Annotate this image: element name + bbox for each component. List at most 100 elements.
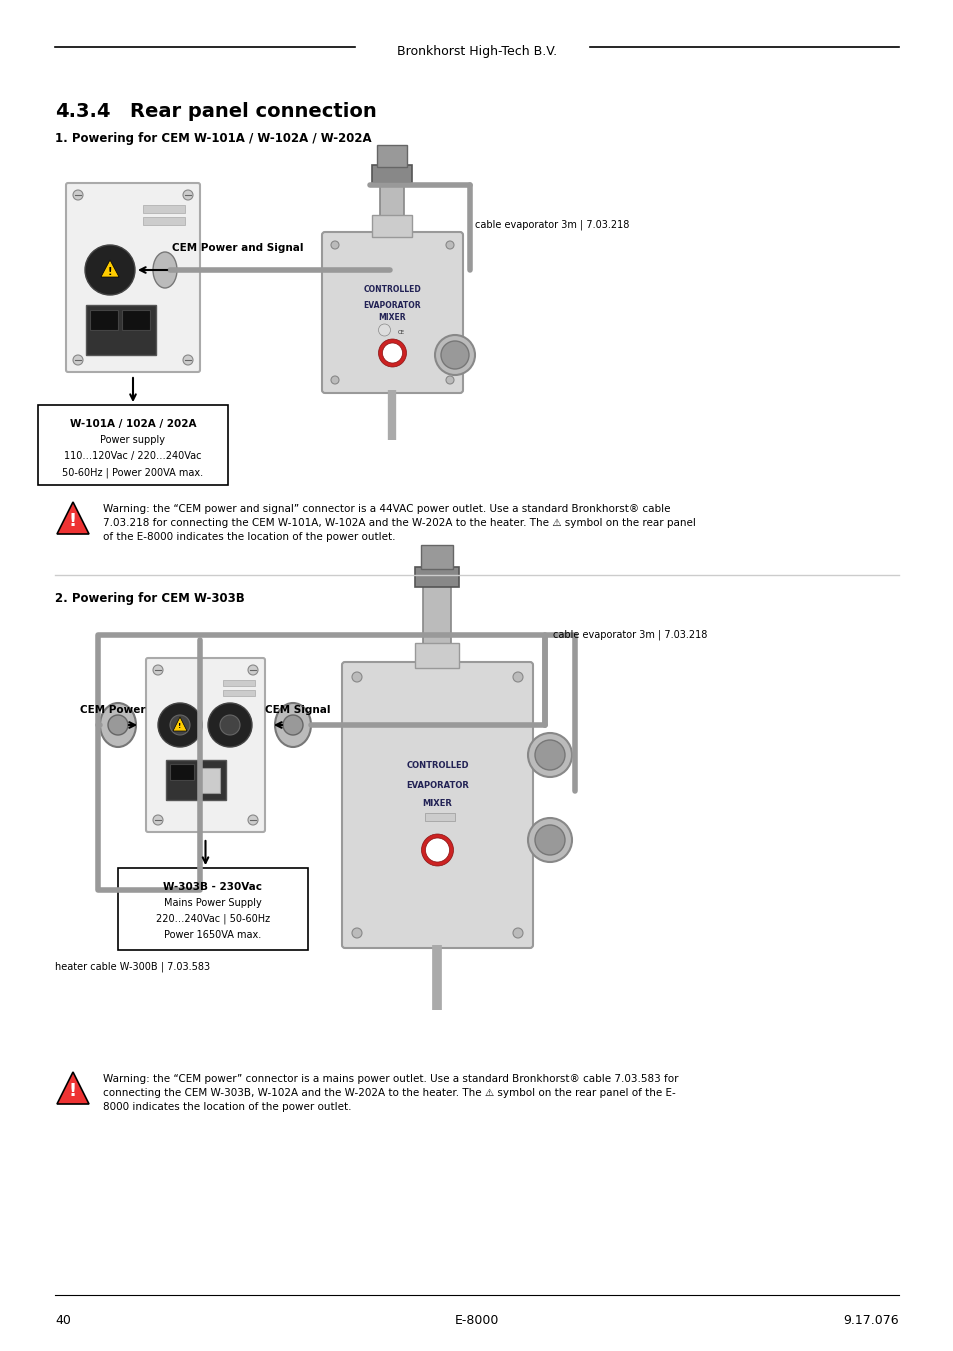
Circle shape [513,671,522,682]
Text: cable evaporator 3m | 7.03.218: cable evaporator 3m | 7.03.218 [475,220,629,231]
Circle shape [527,734,572,777]
Circle shape [352,928,361,938]
Bar [166,761,226,800]
Bar [416,643,459,667]
Circle shape [425,838,449,862]
Text: EVAPORATOR: EVAPORATOR [406,781,469,789]
Ellipse shape [100,703,136,747]
Text: of the E-8000 indicates the location of the power outlet.: of the E-8000 indicates the location of … [103,532,395,542]
Circle shape [440,340,469,369]
Text: Mains Power Supply: Mains Power Supply [164,898,262,908]
Text: heater cable W-300B | 7.03.583: heater cable W-300B | 7.03.583 [55,962,210,973]
Bar [416,567,459,586]
Circle shape [73,355,83,365]
Polygon shape [101,259,119,277]
Circle shape [152,815,163,825]
Bar [377,145,407,168]
Circle shape [378,324,390,336]
FancyBboxPatch shape [66,182,200,372]
Bar [170,765,193,780]
Text: connecting the CEM W-303B, W-102A and the W-202A to the heater. The ⚠ symbol on : connecting the CEM W-303B, W-102A and th… [103,1088,675,1098]
Circle shape [220,715,240,735]
Polygon shape [172,717,187,731]
Circle shape [331,376,338,384]
Bar [122,309,150,330]
Circle shape [382,343,402,363]
Text: CONTROLLED: CONTROLLED [363,285,421,295]
Bar [223,690,254,696]
Bar [372,165,412,182]
Circle shape [152,665,163,676]
Text: CEM Signal: CEM Signal [265,705,331,715]
Text: !: ! [108,267,112,277]
Text: CEM Power: CEM Power [80,705,146,715]
Text: Warning: the “CEM power and signal” connector is a 44VAC power outlet. Use a sta: Warning: the “CEM power and signal” conn… [103,504,670,513]
Text: W-101A / 102A / 202A: W-101A / 102A / 202A [70,419,196,430]
Text: E-8000: E-8000 [455,1315,498,1327]
Text: 40: 40 [55,1315,71,1327]
Circle shape [535,825,564,855]
Ellipse shape [274,703,311,747]
Text: Bronkhorst High-Tech B.V.: Bronkhorst High-Tech B.V. [396,46,557,58]
Circle shape [108,715,128,735]
Ellipse shape [152,253,177,288]
Text: 110…120Vac / 220…240Vac: 110…120Vac / 220…240Vac [64,451,201,461]
Circle shape [378,339,406,367]
Text: !: ! [69,1082,77,1100]
Text: 4.3.4: 4.3.4 [55,101,111,122]
Bar [90,309,118,330]
Text: CE: CE [397,330,404,335]
Circle shape [527,817,572,862]
Bar [380,180,404,235]
Text: 220…240Vac | 50-60Hz: 220…240Vac | 50-60Hz [155,915,270,924]
Text: EVAPORATOR: EVAPORATOR [363,300,421,309]
Bar [198,767,220,793]
Bar [223,680,254,686]
Circle shape [158,703,202,747]
Text: CEM Power and Signal: CEM Power and Signal [172,243,303,253]
Bar [38,405,228,485]
Text: 2. Powering for CEM W-303B: 2. Powering for CEM W-303B [55,592,245,605]
Circle shape [73,190,83,200]
Bar [372,215,412,236]
Text: Power 1650VA max.: Power 1650VA max. [164,929,261,940]
Text: CONTROLLED: CONTROLLED [406,761,468,770]
Text: Power supply: Power supply [100,435,165,444]
FancyBboxPatch shape [341,662,533,948]
Circle shape [421,834,453,866]
FancyBboxPatch shape [146,658,265,832]
Circle shape [248,665,257,676]
Circle shape [170,715,190,735]
Polygon shape [57,1071,89,1104]
Bar [118,867,308,950]
Text: 8000 indicates the location of the power outlet.: 8000 indicates the location of the power… [103,1102,351,1112]
Text: Warning: the “CEM power” connector is a mains power outlet. Use a standard Bronk: Warning: the “CEM power” connector is a … [103,1074,678,1084]
Text: cable evaporator 3m | 7.03.218: cable evaporator 3m | 7.03.218 [553,630,706,640]
Bar [425,813,455,821]
Circle shape [435,335,475,376]
Circle shape [183,355,193,365]
Text: !: ! [69,512,77,530]
Text: 9.17.076: 9.17.076 [842,1315,898,1327]
Text: Rear panel connection: Rear panel connection [130,101,376,122]
Circle shape [283,715,303,735]
Circle shape [248,815,257,825]
Text: 7.03.218 for connecting the CEM W-101A, W-102A and the W-202A to the heater. The: 7.03.218 for connecting the CEM W-101A, … [103,517,695,528]
Text: !: ! [178,723,181,730]
Text: 1. Powering for CEM W-101A / W-102A / W-202A: 1. Powering for CEM W-101A / W-102A / W-… [55,132,372,145]
Circle shape [331,240,338,249]
Polygon shape [57,503,89,534]
Bar [421,544,453,569]
Circle shape [208,703,252,747]
Text: 50-60Hz | Power 200VA max.: 50-60Hz | Power 200VA max. [62,467,203,477]
Text: MIXER: MIXER [422,798,452,808]
Bar [143,205,185,213]
Circle shape [446,240,454,249]
Circle shape [352,671,361,682]
Text: MIXER: MIXER [378,313,406,323]
Circle shape [446,376,454,384]
Circle shape [85,245,135,295]
Text: W-303B - 230Vac: W-303B - 230Vac [163,882,262,892]
FancyBboxPatch shape [322,232,462,393]
Circle shape [183,190,193,200]
